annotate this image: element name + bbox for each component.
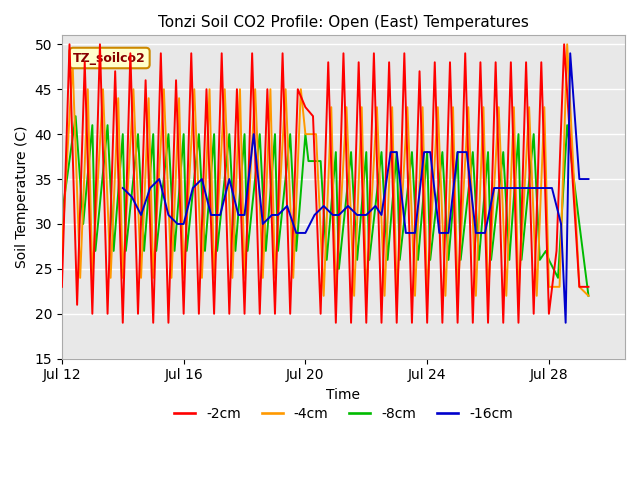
-4cm [575,284,583,290]
-4cm [465,104,472,110]
-8cm [365,257,373,263]
X-axis label: Time: Time [326,388,360,402]
-8cm [575,221,583,227]
Y-axis label: Soil Temperature (C): Soil Temperature (C) [15,126,29,268]
Line: -4cm: -4cm [62,44,588,296]
-16cm [481,230,489,236]
-16cm [566,50,574,56]
-2cm [119,320,127,325]
-2cm [575,284,583,290]
-4cm [320,293,328,299]
-2cm [66,41,74,47]
-4cm [563,41,571,47]
-16cm [128,194,136,200]
-16cm [387,149,394,155]
-16cm [292,230,300,236]
-16cm [119,185,127,191]
Line: -16cm: -16cm [123,53,588,323]
-2cm [469,320,477,325]
Title: Tonzi Soil CO2 Profile: Open (East) Temperatures: Tonzi Soil CO2 Profile: Open (East) Temp… [158,15,529,30]
Line: -8cm: -8cm [62,116,588,296]
Line: -2cm: -2cm [62,44,588,323]
-16cm [411,230,419,236]
-16cm [584,176,592,182]
-8cm [110,248,118,254]
-8cm [171,248,179,254]
-4cm [584,293,592,299]
-4cm [362,293,370,299]
-8cm [72,113,79,119]
-8cm [584,293,592,299]
-8cm [241,131,248,137]
-4cm [145,96,152,101]
-4cm [99,86,107,92]
-16cm [562,320,570,325]
-2cm [157,50,164,56]
-8cm [58,212,66,218]
-2cm [172,77,180,83]
-16cm [426,149,434,155]
-2cm [370,50,378,56]
Text: TZ_soilco2: TZ_soilco2 [73,51,146,64]
-4cm [160,86,168,92]
-4cm [58,248,66,254]
-2cm [104,311,111,317]
-8cm [244,248,252,254]
-2cm [584,284,592,290]
-2cm [58,284,66,290]
Legend: -2cm, -4cm, -8cm, -16cm: -2cm, -4cm, -8cm, -16cm [169,401,518,426]
